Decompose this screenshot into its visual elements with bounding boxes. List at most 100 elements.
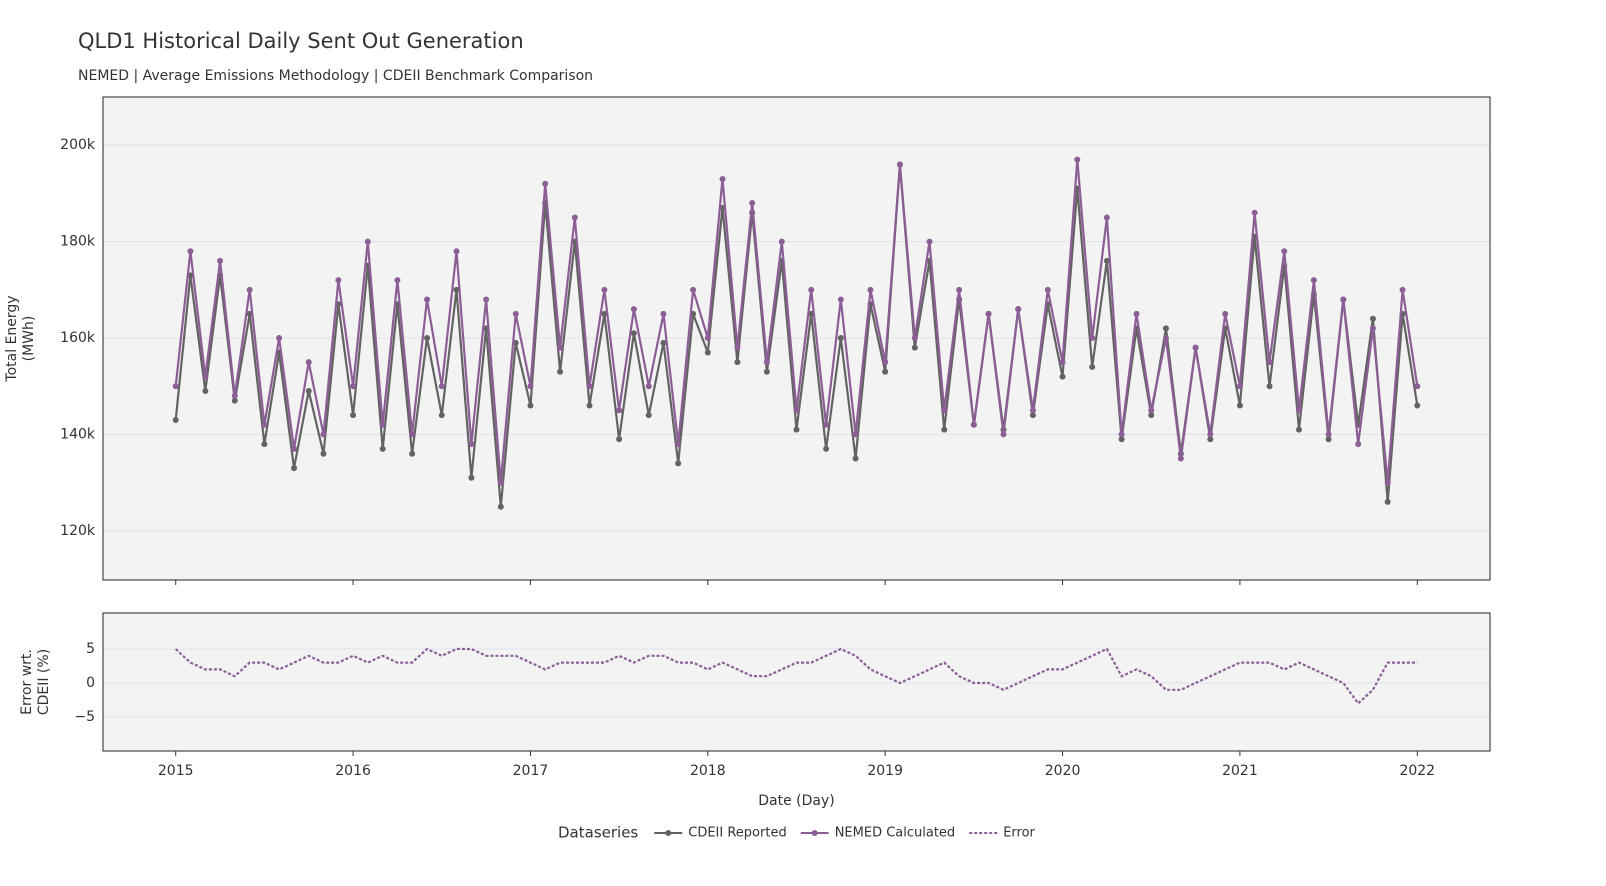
data-point: [837, 296, 844, 303]
y-tick-label: −5: [74, 709, 95, 725]
data-point: [823, 445, 830, 452]
y-tick-label: 0: [86, 675, 95, 691]
data-point: [424, 296, 431, 303]
data-point: [660, 310, 667, 317]
data-point: [320, 431, 327, 438]
data-point: [1177, 455, 1184, 462]
data-point: [1162, 335, 1169, 342]
data-point: [1089, 363, 1096, 370]
data-point: [616, 407, 623, 414]
data-point: [557, 368, 564, 375]
data-point: [1148, 407, 1155, 414]
data-point: [1015, 306, 1022, 313]
y-tick-label: 5: [86, 641, 95, 657]
legend-label: NEMED Calculated: [835, 826, 955, 841]
x-tick-label: 2022: [1399, 763, 1435, 779]
legend-marker: [811, 830, 818, 836]
data-point: [1103, 214, 1110, 221]
data-point: [350, 412, 357, 419]
data-point: [527, 383, 534, 390]
data-point: [438, 412, 445, 419]
data-point: [970, 421, 977, 428]
data-point: [320, 450, 327, 457]
data-point: [763, 368, 770, 375]
data-point: [202, 388, 209, 395]
data-point: [291, 465, 298, 472]
data-point: [675, 441, 682, 448]
data-point: [202, 373, 209, 380]
data-point: [941, 426, 948, 433]
data-point: [675, 460, 682, 467]
data-point: [1089, 335, 1096, 342]
data-point: [941, 407, 948, 414]
data-point: [379, 445, 386, 452]
y-tick-label: 180k: [60, 234, 96, 250]
data-point: [261, 421, 268, 428]
y-axis-label: Error wrt.: [19, 649, 35, 715]
data-point: [690, 286, 697, 293]
data-point: [1207, 431, 1214, 438]
data-point: [231, 397, 238, 404]
data-point: [645, 383, 652, 390]
data-point: [1325, 431, 1332, 438]
data-point: [630, 330, 637, 337]
data-point: [1369, 325, 1376, 332]
data-point: [1236, 402, 1243, 409]
data-point: [172, 416, 179, 423]
x-tick-label: 2021: [1222, 763, 1258, 779]
y-axis-label: Total Energy: [4, 295, 20, 382]
data-point: [1236, 383, 1243, 390]
data-point: [276, 335, 283, 342]
data-point: [1266, 359, 1273, 366]
data-point: [926, 238, 933, 245]
data-point: [187, 248, 194, 255]
data-point: [1000, 431, 1007, 438]
data-point: [1281, 248, 1288, 255]
data-point: [409, 431, 416, 438]
data-point: [1118, 431, 1125, 438]
y-axis-label: CDEII (%): [36, 649, 52, 715]
data-point: [586, 402, 593, 409]
data-point: [364, 238, 371, 245]
legend-label: CDEII Reported: [688, 826, 786, 841]
data-point: [468, 474, 475, 481]
data-point: [1369, 315, 1376, 322]
x-tick-label: 2019: [867, 763, 903, 779]
y-tick-label: 160k: [60, 330, 96, 346]
data-point: [438, 383, 445, 390]
data-point: [630, 306, 637, 313]
data-point: [453, 248, 460, 255]
plot-area: [103, 613, 1490, 751]
data-point: [911, 344, 918, 351]
x-tick-label: 2016: [335, 763, 371, 779]
data-point: [734, 344, 741, 351]
data-point: [1340, 296, 1347, 303]
data-point: [1118, 436, 1125, 443]
data-point: [1029, 412, 1036, 419]
data-point: [468, 441, 475, 448]
series-line: [174, 647, 1418, 706]
data-point: [704, 349, 711, 356]
y-tick-label: 120k: [60, 523, 96, 539]
data-point: [1310, 277, 1317, 284]
data-point: [1295, 407, 1302, 414]
data-point: [453, 286, 460, 293]
data-point: [852, 455, 859, 462]
data-point: [246, 286, 253, 293]
data-point: [1192, 344, 1199, 351]
data-point: [763, 359, 770, 366]
data-point: [1059, 359, 1066, 366]
y-tick-label: 140k: [60, 426, 96, 442]
data-point: [497, 503, 504, 510]
data-point: [1384, 498, 1391, 505]
data-point: [542, 180, 549, 187]
data-point: [1384, 479, 1391, 486]
chart-subtitle: NEMED | Average Emissions Methodology | …: [78, 68, 593, 84]
data-point: [719, 175, 726, 182]
data-point: [1044, 286, 1051, 293]
data-point: [335, 277, 342, 284]
data-point: [793, 407, 800, 414]
data-point: [601, 286, 608, 293]
data-point: [1133, 310, 1140, 317]
